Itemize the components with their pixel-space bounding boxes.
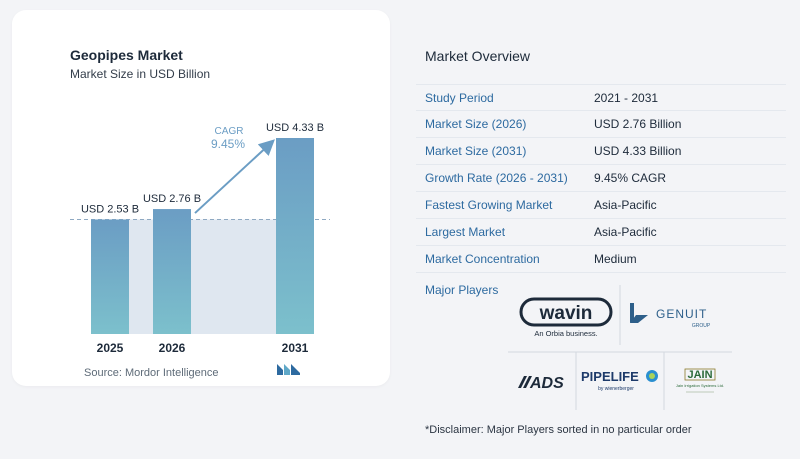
category-label: 2025 <box>97 341 124 355</box>
overview-row: Market Concentration Medium <box>416 246 786 273</box>
bar-value-label: USD 4.33 B <box>266 122 324 134</box>
chart-subtitle: Market Size in USD Billion <box>70 67 211 81</box>
overview-row: Study Period 2021 - 2031 <box>416 84 786 111</box>
bar-chart: USD 2.53 B 2025 USD 2.76 B 2026 USD 4.33 B 20… <box>70 122 330 355</box>
jain-logo: JAIN Jain Irrigation Systems Ltd. <box>676 368 724 393</box>
cagr-label: CAGR <box>215 126 244 137</box>
overview-value: 2021 - 2031 <box>594 90 659 105</box>
major-players-logos: wavin An Orbia business. GENUIT GROUP AD… <box>508 285 732 410</box>
overview-label: Market Size (2026) <box>425 117 527 131</box>
overview-title: Market Overview <box>425 48 531 64</box>
overview-label: Market Size (2031) <box>425 144 527 158</box>
chart-title: Geopipes Market <box>70 47 183 63</box>
genuit-tagline: GROUP <box>692 323 711 329</box>
overview-value: Asia-Pacific <box>594 198 657 212</box>
overview-row: Market Size (2026) USD 2.76 Billion <box>416 111 786 138</box>
wavin-tagline: An Orbia business. <box>534 329 597 338</box>
ads-text: ADS <box>529 375 564 392</box>
overview-table: Study Period 2021 - 2031 Market Size (20… <box>416 84 786 273</box>
source-text: Source: Mordor Intelligence <box>84 367 219 379</box>
overview-label: Growth Rate (2026 - 2031) <box>425 171 568 185</box>
overview-label: Fastest Growing Market <box>425 198 553 212</box>
pipelife-logo: PIPELIFE by wienerberger <box>581 369 658 392</box>
overview-label: Market Concentration <box>425 252 540 266</box>
pipelife-text: PIPELIFE <box>581 369 639 384</box>
genuit-text: GENUIT <box>656 307 707 321</box>
jain-text: JAIN <box>687 369 712 381</box>
bar-2031 <box>276 138 314 334</box>
mordor-logo-icon <box>277 364 300 375</box>
ads-logo: ADS <box>518 375 564 392</box>
overview-row: Largest Market Asia-Pacific <box>416 219 786 246</box>
bar-value-label: USD 2.53 B <box>81 203 139 215</box>
cagr-arrow <box>194 139 275 214</box>
genuit-logo: GENUIT GROUP <box>630 303 711 329</box>
disclaimer-text: *Disclaimer: Major Players sorted in no … <box>425 424 692 436</box>
major-players-title: Major Players <box>425 283 499 297</box>
bar-value-label: USD 2.76 B <box>143 193 201 205</box>
overview-row: Fastest Growing Market Asia-Pacific <box>416 192 786 219</box>
overview-value: Medium <box>594 252 637 266</box>
jain-tagline: Jain Irrigation Systems Ltd. <box>676 383 724 388</box>
pipelife-tagline: by wienerberger <box>598 386 634 392</box>
overview-value: Asia-Pacific <box>594 225 657 239</box>
cagr-value: 9.45% <box>211 137 245 151</box>
category-label: 2026 <box>159 341 186 355</box>
category-label: 2031 <box>282 341 309 355</box>
overview-value: 9.45% CAGR <box>594 171 667 185</box>
bar-2026 <box>153 209 191 334</box>
bar-2025 <box>91 219 129 334</box>
overview-value: USD 4.33 Billion <box>594 144 682 158</box>
overview-row: Growth Rate (2026 - 2031) 9.45% CAGR <box>416 165 786 192</box>
wavin-logo: wavin An Orbia business. <box>519 297 613 338</box>
wavin-text: wavin <box>539 303 593 324</box>
overview-label: Largest Market <box>425 225 506 239</box>
overview-value: USD 2.76 Billion <box>594 117 682 131</box>
overview-row: Market Size (2031) USD 4.33 Billion <box>416 138 786 165</box>
overview-label: Study Period <box>425 90 494 105</box>
